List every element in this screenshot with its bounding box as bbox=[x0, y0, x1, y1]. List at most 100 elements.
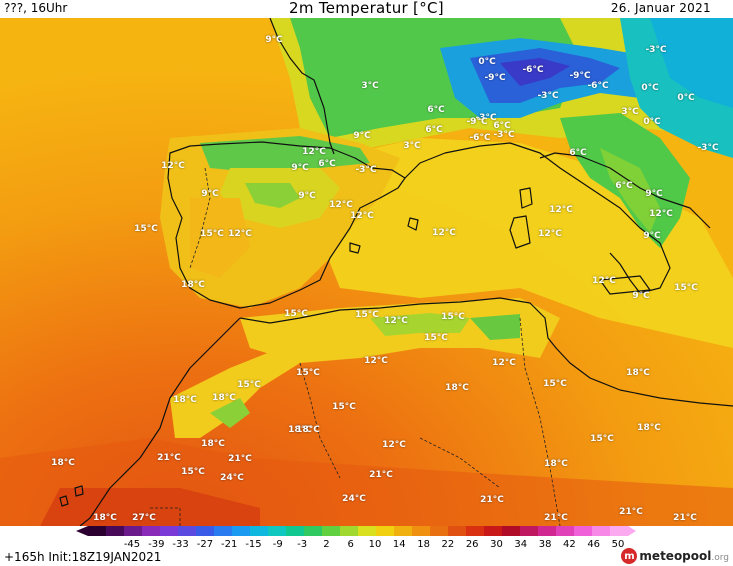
temperature-label: 6°C bbox=[427, 105, 445, 115]
temperature-label: 3°C bbox=[361, 81, 379, 91]
colorbar-tick-label: 38 bbox=[538, 539, 552, 550]
map-title: 2m Temperatur [°C] bbox=[289, 0, 444, 17]
temperature-label: 18°C bbox=[544, 459, 568, 469]
temperature-label: -9°C bbox=[484, 73, 506, 83]
temperature-label: 18°C bbox=[445, 383, 469, 393]
temperature-label: 15°C bbox=[355, 310, 379, 320]
temperature-label: -3°C bbox=[697, 143, 719, 153]
colorbar-segment bbox=[430, 526, 449, 536]
temperature-label: 6°C bbox=[493, 121, 511, 131]
temperature-label: 18°C bbox=[212, 393, 236, 403]
colorbar-segment bbox=[88, 526, 107, 536]
temperature-label: 12°C bbox=[382, 440, 406, 450]
colorbar-segment bbox=[232, 526, 251, 536]
temperature-label: 24°C bbox=[220, 473, 244, 483]
temperature-label: 6°C bbox=[615, 181, 633, 191]
temperature-label: 15°C bbox=[284, 309, 308, 319]
temperature-label: 3°C bbox=[621, 107, 639, 117]
temperature-label: 15°C bbox=[590, 434, 614, 444]
colorbar-tick-label: -33 bbox=[172, 539, 189, 550]
colorbar-tick-label: -15 bbox=[245, 539, 262, 550]
temperature-label: -9°C bbox=[466, 117, 488, 127]
temperature-label: 9°C bbox=[632, 291, 650, 301]
temperature-label: 9°C bbox=[265, 35, 283, 45]
temperature-map[interactable]: 9°C 0°C -6°C -3°C -9°C -9°C -6°C -3°C 3°C 6°C -3°C… bbox=[0, 18, 733, 526]
colorbar-tick-label: 34 bbox=[514, 539, 528, 550]
colorbar-tick-label: 10 bbox=[368, 539, 382, 550]
temperature-label: 0°C bbox=[643, 117, 661, 127]
temperature-label: 15°C bbox=[332, 402, 356, 412]
colorbar-tick-label: 6 bbox=[347, 539, 354, 550]
colorbar-tick-label: -21 bbox=[221, 539, 238, 550]
logo-icon: m bbox=[621, 548, 638, 564]
colorbar-segment bbox=[556, 526, 575, 536]
temperature-label: 12°C bbox=[492, 358, 516, 368]
colorbar-segment bbox=[340, 526, 359, 536]
colorbar bbox=[76, 526, 636, 536]
forecast-time: ???, 16Uhr bbox=[4, 1, 68, 15]
temperature-label: 18°C bbox=[173, 395, 197, 405]
temperature-label: 15°C bbox=[181, 467, 205, 477]
colorbar-segment bbox=[106, 526, 125, 536]
temperature-label: -3°C bbox=[537, 91, 559, 101]
temperature-label: 15°C bbox=[237, 380, 261, 390]
logo-tld: .org bbox=[711, 553, 729, 563]
colorbar-segment bbox=[142, 526, 161, 536]
colorbar-segment bbox=[268, 526, 287, 536]
colorbar-segment bbox=[304, 526, 323, 536]
colorbar-segment bbox=[412, 526, 431, 536]
temperature-label: 18°C bbox=[296, 425, 320, 435]
colorbar-tick-label: 42 bbox=[563, 539, 576, 550]
colorbar-segment bbox=[592, 526, 611, 536]
colorbar-arrow-right bbox=[628, 526, 636, 536]
temperature-label: 12°C bbox=[538, 229, 562, 239]
colorbar-segment bbox=[376, 526, 395, 536]
colorbar-segment bbox=[358, 526, 377, 536]
temperature-label: -3°C bbox=[355, 165, 377, 175]
temperature-label: 24°C bbox=[342, 494, 366, 504]
colorbar-segment bbox=[214, 526, 233, 536]
temperature-label: 15°C bbox=[441, 312, 465, 322]
colorbar-segment bbox=[394, 526, 413, 536]
temperature-label: 9°C bbox=[353, 131, 371, 141]
temperature-label: 9°C bbox=[643, 231, 661, 241]
colorbar-tick-label: 2 bbox=[323, 539, 330, 550]
meteopool-logo[interactable]: m meteopool.org bbox=[621, 547, 729, 565]
colorbar-tick-label: 14 bbox=[392, 539, 406, 550]
temperature-label: -6°C bbox=[522, 65, 544, 75]
colorbar-segment bbox=[610, 526, 629, 536]
colorbar-tick-label: -9 bbox=[272, 539, 283, 550]
temperature-label: 15°C bbox=[543, 379, 567, 389]
temperature-label: 12°C bbox=[329, 200, 353, 210]
colorbar-segment bbox=[466, 526, 485, 536]
temperature-label: 21°C bbox=[480, 495, 504, 505]
header: ???, 16Uhr 2m Temperatur [°C] 26. Januar… bbox=[0, 0, 733, 18]
temperature-label: 15°C bbox=[200, 229, 224, 239]
colorbar-segment bbox=[124, 526, 143, 536]
temperature-label: -3°C bbox=[475, 113, 497, 123]
temperature-label: 15°C bbox=[424, 333, 448, 343]
temperature-label: 3°C bbox=[403, 141, 421, 151]
colorbar-segment bbox=[250, 526, 269, 536]
colorbar-segment bbox=[520, 526, 539, 536]
temperature-label: -6°C bbox=[469, 133, 491, 143]
temperature-label: 9°C bbox=[291, 163, 309, 173]
temperature-label: 21°C bbox=[369, 470, 393, 480]
temperature-label: 12°C bbox=[364, 356, 388, 366]
temperature-label: 12°C bbox=[161, 161, 185, 171]
temperature-label: 9°C bbox=[645, 189, 663, 199]
temperature-label: 21°C bbox=[619, 507, 643, 517]
forecast-date: 26. Januar 2021 bbox=[610, 1, 711, 15]
temperature-label: -9°C bbox=[569, 71, 591, 81]
colorbar-tick-label: 50 bbox=[611, 539, 625, 550]
temperature-label: 9°C bbox=[298, 191, 316, 201]
temperature-label: 18°C bbox=[637, 423, 661, 433]
temperature-label: 21°C bbox=[544, 513, 568, 523]
colorbar-segment bbox=[574, 526, 593, 536]
colorbar-tick-label: -27 bbox=[196, 539, 214, 550]
colorbar-segment bbox=[484, 526, 503, 536]
colorbar-arrow-left bbox=[76, 526, 88, 536]
colorbar-segment bbox=[502, 526, 521, 536]
temperature-label: 0°C bbox=[677, 93, 695, 103]
temperature-label: 12°C bbox=[592, 276, 616, 286]
